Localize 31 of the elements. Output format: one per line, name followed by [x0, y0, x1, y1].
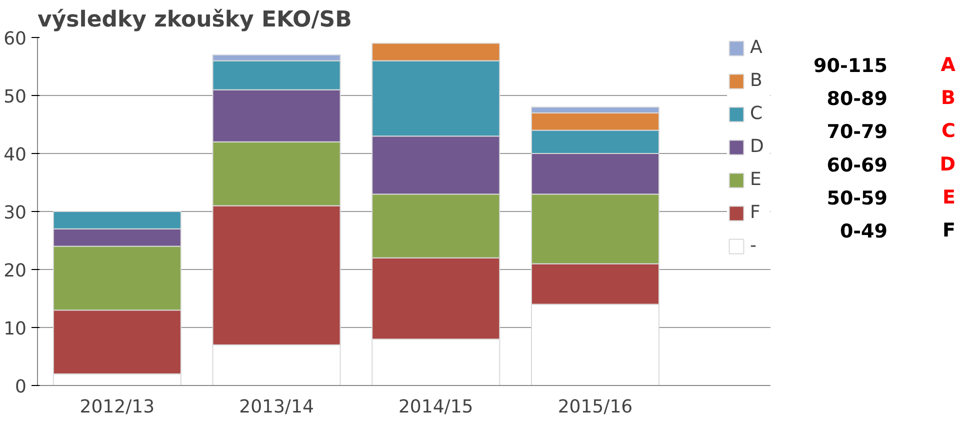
- chart-title: výsledky zkoušky EKO/SB: [38, 8, 352, 32]
- y-tick-label: 60: [4, 28, 26, 50]
- legend-label: A: [750, 37, 764, 58]
- y-tick-label: 0: [15, 376, 26, 398]
- text: 70-79: [826, 121, 888, 144]
- legend-label: E: [750, 169, 762, 190]
- y-tick-label: 10: [4, 318, 26, 340]
- text: D: [940, 153, 956, 176]
- text: 0-49: [840, 220, 888, 243]
- text: B: [941, 86, 956, 109]
- x-tick-label: 2015/16: [558, 396, 633, 418]
- legend-label: -: [750, 235, 758, 256]
- legend-label: C: [750, 103, 764, 124]
- x-tick-label: 2014/15: [398, 396, 474, 418]
- y-tick-label: 30: [4, 202, 26, 224]
- text: A: [940, 54, 956, 76]
- x-tick-label: 2012/13: [80, 396, 155, 418]
- legend-label: D: [750, 136, 765, 157]
- y-tick-label: 40: [4, 144, 26, 166]
- text: F: [942, 220, 956, 242]
- text: 50-59: [826, 187, 888, 210]
- text: 60-69: [826, 154, 888, 176]
- y-tick-label: 50: [4, 86, 26, 108]
- text: 80-89: [826, 88, 888, 110]
- text: E: [942, 186, 956, 208]
- legend-label: F: [750, 202, 762, 223]
- text: 90-115: [814, 54, 888, 77]
- text: C: [942, 120, 956, 142]
- y-tick-label: 20: [4, 260, 26, 282]
- x-tick-label: 2013/14: [239, 396, 314, 418]
- legend-label: B: [750, 70, 764, 91]
